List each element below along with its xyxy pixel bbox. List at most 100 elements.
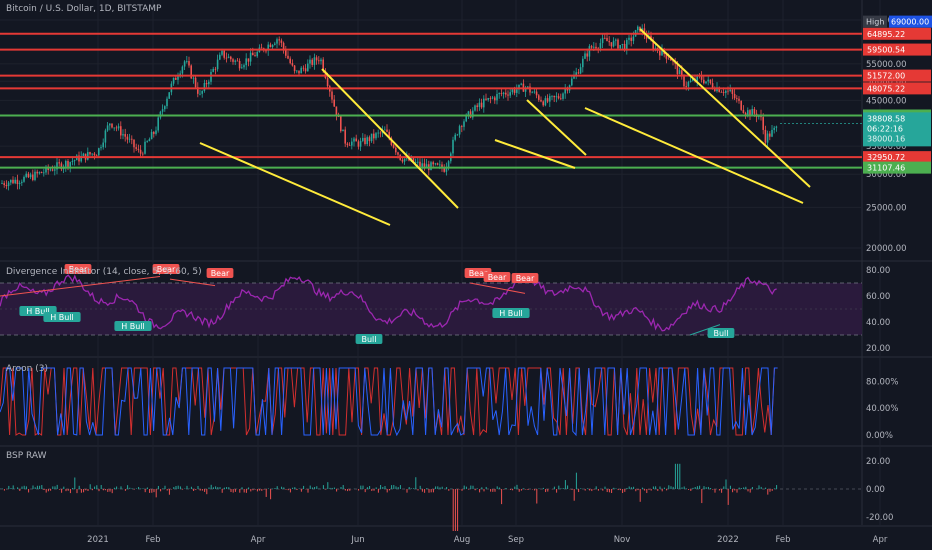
candle-body [142,153,144,155]
level-price-tag-text: 59500.54 [867,46,905,55]
candle-body [531,92,533,94]
candle-body [300,67,302,74]
candle-body [579,67,582,74]
divergence-label-text: Bear [69,265,88,274]
time-axis-label: 2021 [87,535,109,545]
candle-body [230,56,232,60]
candle-body [463,121,465,127]
candle-body [3,183,5,185]
candle-body [421,163,423,167]
candle-body [425,164,428,167]
candle-body [172,77,175,84]
trendline [199,142,391,226]
trendline [494,139,576,169]
candle-body [707,79,709,82]
candle-body [370,133,373,142]
divergence-label-bull [492,308,530,318]
candle-body [289,58,291,64]
candle-body [51,169,54,171]
candle-body [45,166,47,173]
candle-body [544,98,547,106]
divergence-label-bear [206,268,234,278]
candle-body [366,137,368,145]
candle-body [106,125,109,131]
price-tick-label: 50000.00 [866,77,907,87]
price-tick-label: 20000.00 [866,244,907,254]
candle-body [337,116,340,118]
candle-body [621,43,624,46]
divergence-tick-label: 60.00 [866,292,890,302]
level-price-tag-text: 51572.00 [867,72,905,81]
candle-body [705,81,707,84]
candle-body [122,134,124,136]
candle-body [296,70,298,72]
trendline [526,99,587,156]
candle-body [709,79,712,84]
divergence-tick-label: 20.00 [866,344,890,354]
aroon-indicator-title[interactable]: Aroon (3) [6,364,48,374]
candle-body [423,163,426,167]
candle-body [733,93,736,99]
candle-body [269,44,272,48]
candle-body [445,167,448,172]
candle-body [500,93,503,94]
candle-body [214,68,217,70]
candle-body [249,52,252,62]
candle-body [681,70,683,76]
level-price-tag [863,161,931,174]
candle-body [309,59,311,64]
price-tick-label: 45000.00 [866,96,907,106]
candle-body [494,97,496,101]
candle-body [604,37,606,39]
candle-body [221,50,223,55]
candle-body [5,184,8,187]
candle-body [472,110,474,118]
candle-body [692,78,694,81]
candle-body [766,133,769,143]
candle-body [557,96,560,99]
candle-body [353,138,355,142]
rsi-line [0,274,777,332]
candle-body [667,58,670,60]
divergence-label-text: Bull [361,335,376,344]
divergence-indicator-title[interactable]: Divergence Indicator (14, close, 5, 5, 6… [6,267,202,277]
time-axis-label: 2022 [717,535,739,545]
high-label-box [863,15,887,28]
divergence-label-text: Bear [157,265,176,274]
candle-body [696,75,698,82]
bsp-tick-label: 20.00 [866,457,890,467]
time-axis-label: Feb [775,535,790,545]
candle-body [689,80,692,83]
candle-body [542,101,544,106]
candle-body [753,108,756,114]
candle-body [769,133,771,137]
candle-body [467,111,470,115]
candle-body [659,50,661,56]
candle-body [307,63,309,72]
level-price-tag [863,69,931,82]
bsp-indicator-title[interactable]: BSP RAW [6,451,47,461]
candle-body [320,59,322,62]
divergence-label-bear [511,273,539,283]
candle-body [190,65,192,79]
aroon-tick-label: 40.00% [866,404,898,414]
candle-body [775,126,778,128]
divergence-label-text: Bear [211,269,230,278]
bsp-tick-label: 0.00 [866,485,885,495]
candle-body [392,144,395,148]
candle-body [773,127,775,130]
candle-body [742,109,745,113]
candle-body [729,89,731,91]
divergence-label-text: H Bull [26,307,50,316]
candle-body [527,86,529,88]
trendline [584,107,804,204]
candle-body [89,152,91,155]
time-axis-label: Apr [251,535,266,545]
candle-body [38,172,41,174]
trendline [321,68,459,209]
candle-body [661,48,663,56]
candle-body [95,155,98,156]
candle-body [461,126,463,127]
